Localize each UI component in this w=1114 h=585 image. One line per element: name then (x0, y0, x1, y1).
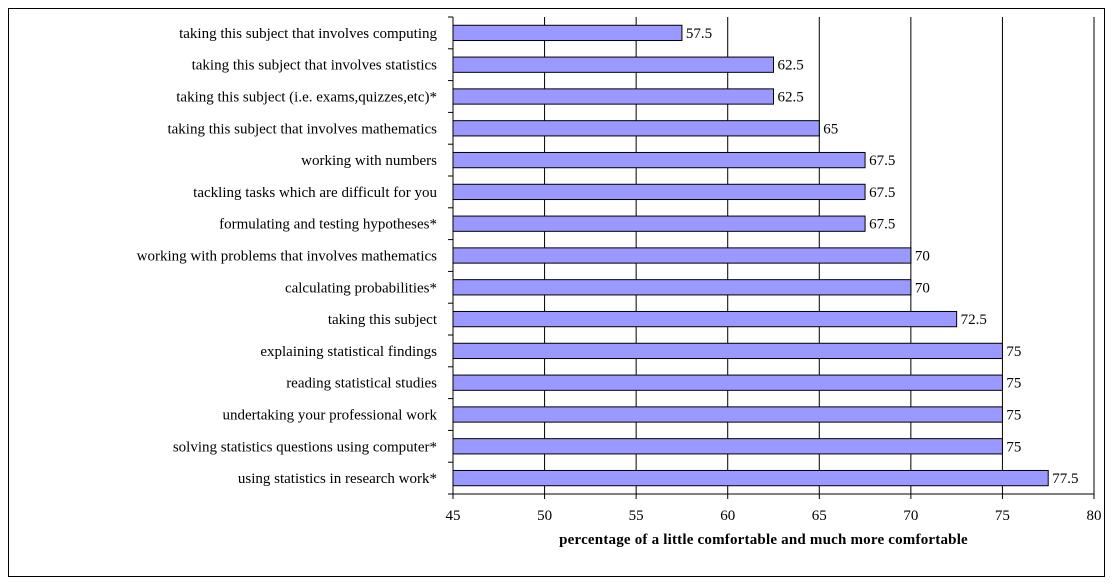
x-axis-label: percentage of a little comfortable and m… (559, 532, 968, 548)
x-tick-label: 75 (995, 508, 1010, 524)
x-tick-label: 60 (720, 508, 735, 524)
bar (452, 310, 958, 328)
bar (452, 88, 774, 105)
category-label: undertaking your professional work (222, 408, 437, 424)
data-label: 72.5 (961, 312, 987, 328)
bar (452, 406, 1003, 423)
x-tick-label: 65 (812, 508, 827, 524)
x-tick-labels: 45 50 55 60 65 70 75 80 (446, 508, 1102, 524)
x-tick-label: 50 (537, 508, 552, 524)
bar (452, 279, 912, 296)
bar (452, 374, 1003, 391)
data-label: 67.5 (869, 217, 895, 233)
bar (452, 215, 866, 232)
category-label: taking this subject (i.e. exams,quizzes,… (176, 90, 437, 106)
data-label: 75 (1006, 344, 1021, 360)
bar (452, 56, 774, 73)
category-label: explaining statistical findings (260, 344, 437, 360)
category-label: taking this subject (328, 312, 438, 328)
category-label: working with numbers (301, 153, 437, 169)
category-label: reading statistical studies (286, 376, 437, 392)
data-label: 65 (823, 121, 838, 137)
category-label: formulating and testing hypotheses* (219, 217, 437, 233)
category-label: working with problems that involves math… (137, 249, 438, 265)
data-label: 62.5 (778, 90, 804, 106)
data-label: 70 (915, 280, 930, 296)
bar (452, 151, 866, 169)
axes (448, 16, 1095, 499)
bar (452, 247, 912, 264)
category-label: taking this subject that involves mathem… (167, 121, 437, 137)
data-label: 77.5 (1052, 471, 1078, 487)
data-label: 70 (915, 249, 930, 265)
data-label: 67.5 (869, 185, 895, 201)
data-label: 67.5 (869, 153, 895, 169)
x-tick-label: 55 (629, 508, 644, 524)
bars (452, 24, 1049, 487)
x-tick-label: 45 (446, 508, 461, 524)
bar (452, 24, 683, 42)
bar (452, 120, 820, 137)
category-label: taking this subject that involves statis… (192, 58, 438, 74)
data-label: 75 (1006, 439, 1021, 455)
bar (452, 183, 866, 201)
category-labels: taking this subject that involves comput… (137, 26, 438, 487)
x-tick-label: 70 (903, 508, 918, 524)
category-label: using statistics in research work* (238, 471, 437, 487)
data-label: 62.5 (778, 58, 804, 74)
data-label: 57.5 (686, 26, 712, 42)
data-label: 75 (1006, 376, 1021, 392)
x-tick-label: 80 (1087, 508, 1102, 524)
data-labels: 57.5 62.5 62.5 65 67.5 67.5 67.5 70 70 72.5 75 75 75… (686, 26, 1079, 487)
category-label: solving statistics questions using compu… (173, 439, 437, 455)
category-label: tackling tasks which are difficult for y… (193, 185, 437, 201)
category-label: calculating probabilities* (285, 280, 437, 296)
bar (452, 469, 1049, 487)
bar (452, 438, 1003, 455)
bar (452, 342, 1003, 360)
category-label: taking this subject that involves comput… (179, 26, 437, 42)
data-label: 75 (1006, 408, 1021, 424)
